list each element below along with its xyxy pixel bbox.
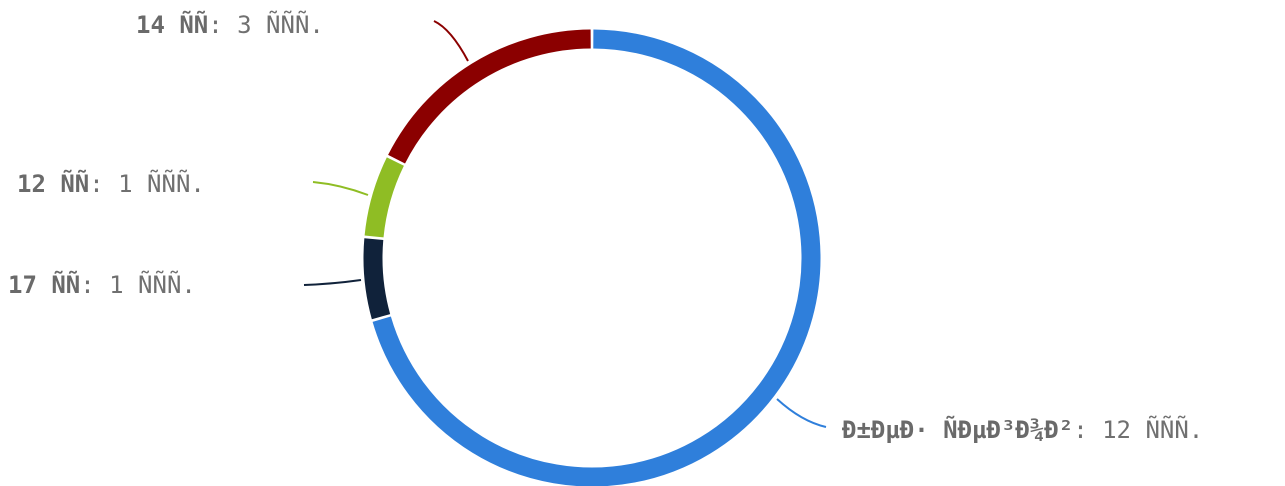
slice-label: 17 ÑÑ: 1 ÑÑÑ.	[8, 269, 196, 299]
slice-label-value: 1 ÑÑÑ.	[118, 168, 205, 198]
leader-line	[433, 20, 469, 62]
slice-label-category: 12 ÑÑ	[17, 169, 89, 198]
slice-label-category: Ð±ÐµÐ· ÑÐµÐ³Ð¾Ð²	[842, 415, 1073, 444]
slice-label-value: 12 ÑÑÑ.	[1102, 414, 1203, 444]
donut-slice	[372, 29, 821, 486]
slice-label-value: 1 ÑÑÑ.	[109, 269, 196, 299]
slice-label-category: 17 ÑÑ	[8, 270, 80, 299]
slice-label: 14 ÑÑ: 3 ÑÑÑ.	[136, 9, 324, 39]
slice-label-separator: :	[208, 11, 237, 39]
leader-line	[303, 279, 362, 286]
slice-label-separator: :	[1073, 416, 1102, 444]
leader-lines-group	[303, 20, 827, 428]
labels-group: Ð±ÐµÐ· ÑÐµÐ³Ð¾Ð²: 12 ÑÑÑ.17 ÑÑ: 1 ÑÑÑ.12…	[8, 9, 1203, 444]
slice-label-separator: :	[89, 170, 118, 198]
leader-line	[312, 181, 369, 196]
slice-label: Ð±ÐµÐ· ÑÐµÐ³Ð¾Ð²: 12 ÑÑÑ.	[842, 414, 1203, 444]
slice-label-value: 3 ÑÑÑ.	[237, 9, 324, 39]
donut-slice	[388, 29, 591, 164]
leader-line	[776, 398, 827, 428]
slices-group	[363, 29, 821, 486]
slice-label: 12 ÑÑ: 1 ÑÑÑ.	[17, 168, 205, 198]
donut-slice	[364, 157, 404, 238]
slice-label-separator: :	[80, 271, 109, 299]
slice-label-category: 14 ÑÑ	[136, 10, 208, 39]
donut-slice	[363, 238, 391, 320]
